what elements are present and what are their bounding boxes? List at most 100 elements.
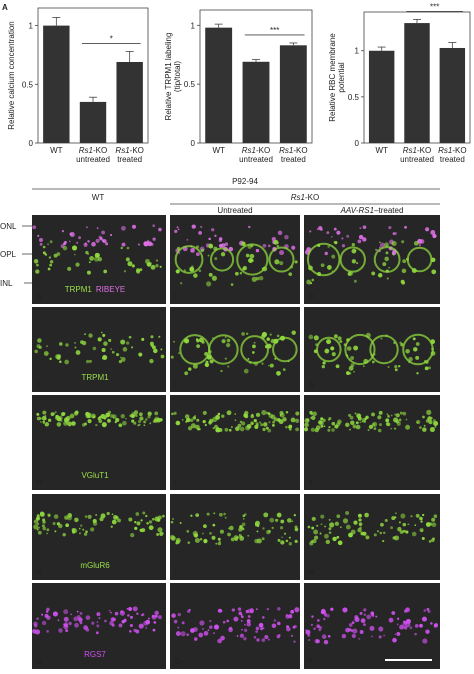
micrograph-signal: [47, 513, 51, 517]
micrograph-signal: [390, 427, 393, 430]
micrograph-signal: [336, 535, 340, 539]
micrograph-signal: [173, 411, 177, 415]
panel-letter: D: [308, 292, 314, 301]
micrograph-cell: [344, 333, 376, 366]
micrograph-signal: [279, 250, 285, 256]
micrograph-signal: [192, 530, 198, 536]
micrograph-signal: [90, 527, 95, 532]
micrograph-signal: [258, 275, 264, 281]
micrograph-signal: [252, 351, 255, 354]
micrograph-signal: [187, 541, 191, 544]
micrograph-signal: [358, 637, 361, 640]
micrograph-signal: [305, 629, 311, 635]
micrograph-signal: [87, 514, 92, 519]
stain-name: TRPM1: [65, 285, 93, 294]
micrograph-signal: [199, 538, 203, 541]
micrograph-signal: [188, 608, 191, 612]
micrograph-signal: [304, 422, 309, 428]
micrograph-signal: [238, 611, 243, 616]
bar: [279, 45, 307, 143]
micrograph-signal: [422, 415, 425, 419]
micrograph-signal: [422, 513, 425, 517]
micrograph-signal: [34, 349, 38, 354]
micrograph-signal: [209, 532, 212, 535]
micrograph-signal: [99, 517, 104, 522]
micrograph-signal: [245, 609, 249, 614]
micrograph-signal: [426, 607, 430, 611]
micrograph-signal: [76, 610, 79, 613]
micrograph-signal: [414, 632, 417, 636]
micrograph-signal: [44, 613, 49, 618]
micrograph-signal: [103, 269, 108, 274]
y-axis-label: Relative calcium concentration: [7, 21, 16, 130]
micrograph-signal: [330, 607, 334, 611]
micrograph-signal: [395, 512, 397, 515]
micrograph-signal: [350, 420, 355, 425]
micrograph-signal: [294, 525, 298, 529]
micrograph-signal: [89, 256, 94, 261]
micrograph-signal: [322, 361, 326, 365]
micrograph-signal: [227, 365, 230, 368]
micrograph-signal: [415, 342, 420, 346]
micrograph-signal: [154, 610, 159, 616]
micrograph-signal: [353, 520, 358, 525]
micrograph-signal: [200, 225, 203, 229]
micrograph-signal: [74, 342, 76, 344]
micrograph-signal: [185, 417, 191, 423]
micrograph-signal: [260, 627, 263, 631]
micrograph-signal: [262, 616, 265, 619]
micrograph: K: [32, 494, 166, 580]
panel-letter: B: [36, 292, 42, 301]
micrograph-signal: [421, 537, 425, 540]
micrograph-signal: [288, 272, 293, 276]
micrograph-signal: [309, 541, 314, 546]
micrograph-signal: [415, 355, 420, 360]
bar: [79, 101, 107, 143]
micrograph-signal: [139, 268, 143, 272]
micrograph-signal: [193, 627, 198, 632]
micrograph-signal: [42, 518, 46, 522]
micrograph-signal: [288, 541, 293, 546]
micrograph-signal: [348, 413, 352, 417]
micrograph-signal: [85, 413, 91, 419]
micrograph-signal: [402, 522, 407, 527]
micrograph-cell: [268, 246, 295, 273]
micrograph-signal: [49, 357, 52, 361]
micrograph-signal: [307, 633, 311, 637]
micrograph-signal: [245, 253, 250, 258]
micrograph-signal: [259, 421, 262, 424]
micrograph-signal: [125, 417, 127, 420]
error-bar: [377, 46, 386, 51]
micrograph-signal: [377, 428, 382, 433]
condition-label: Untreated: [217, 206, 252, 215]
micrograph-signal: [49, 240, 53, 244]
micrograph-cell: [316, 336, 342, 363]
micrograph-signal: [353, 279, 357, 283]
micrograph-signal: [320, 417, 324, 421]
micrograph-signal: [276, 418, 281, 422]
micrograph-signal: [186, 529, 190, 533]
micrograph-signal: [178, 352, 180, 355]
micrograph: E: [32, 307, 166, 392]
micrograph-signal: [392, 253, 395, 256]
micrograph-signal: [110, 525, 113, 528]
micrograph-signal: [351, 248, 357, 254]
panel-letter: C: [174, 292, 180, 301]
micrograph-signal: [359, 611, 363, 615]
micrograph-signal: [79, 612, 83, 615]
micrograph-signal: [390, 526, 393, 530]
micrograph-signal: [410, 515, 413, 518]
micrograph-signal: [349, 415, 354, 420]
micrograph-cell: [174, 245, 204, 274]
micrograph-signal: [193, 637, 198, 641]
micrograph-signal: [223, 512, 226, 516]
micrograph-signal: [313, 627, 316, 630]
micrograph-signal: [148, 520, 153, 524]
micrograph-signal: [173, 340, 175, 343]
micrograph-signal: [129, 630, 132, 633]
micrograph-signal: [122, 347, 128, 352]
micrograph-signal: [157, 615, 162, 620]
micrograph-signal: [152, 348, 158, 354]
micrograph-signal: [152, 628, 156, 632]
micrograph-signal: [212, 523, 216, 527]
